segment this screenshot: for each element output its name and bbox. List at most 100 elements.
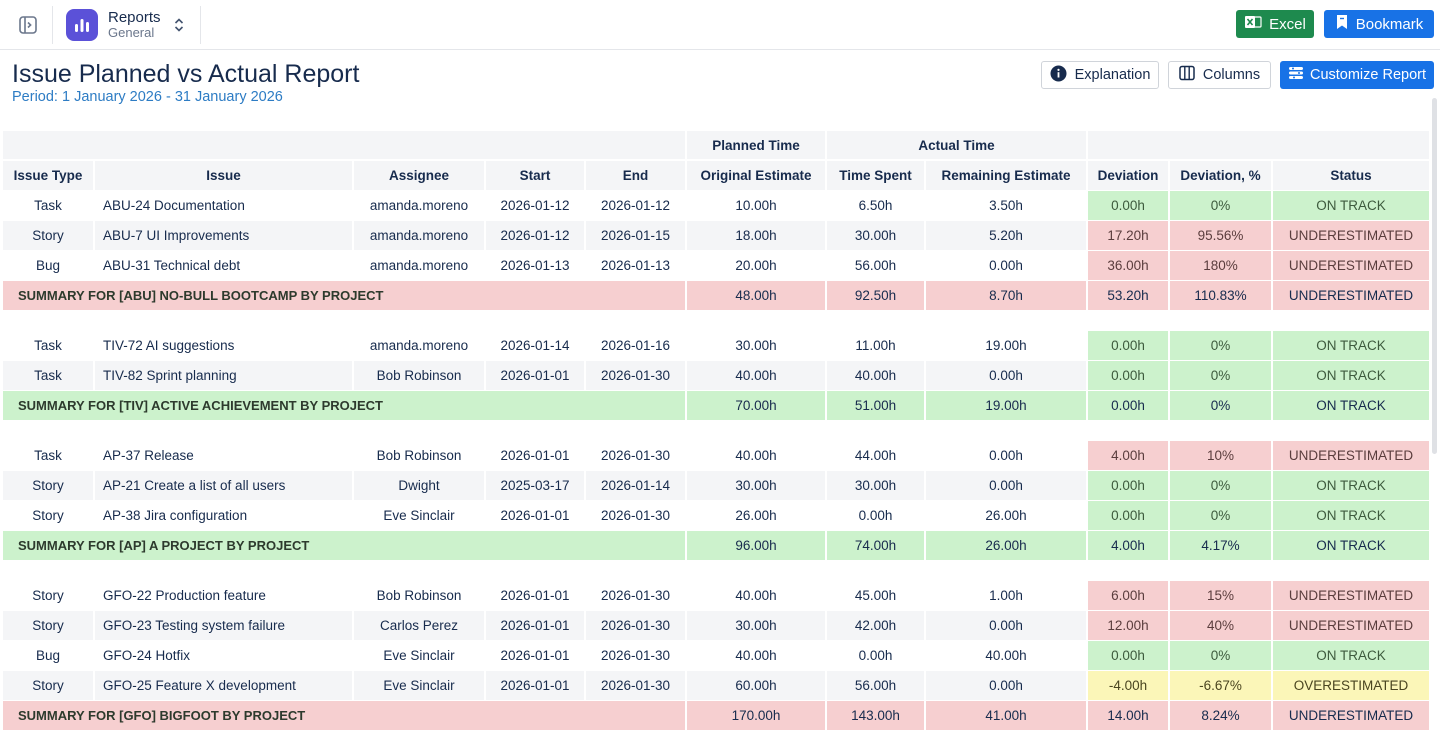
time-spent-cell: 11.00h [827,331,927,361]
original-estimate-cell: 30.00h [687,471,828,501]
assignee-cell: amanda.moreno [354,191,486,221]
col-start[interactable]: Start [486,161,586,191]
status-cell: UNDERESTIMATED [1273,611,1432,641]
assignee-cell: Dwight [354,471,486,501]
summary-row: SUMMARY FOR [ABU] NO-BULL BOOTCAMP BY PR… [3,281,1432,311]
col-issue[interactable]: Issue [95,161,354,191]
table-row[interactable]: Story AP-38 Jira configuration Eve Sinclai… [3,501,1432,531]
table-row[interactable]: Task ABU-24 Documentation amanda.moreno 202… [3,191,1432,221]
start-cell: 2026-01-12 [486,191,586,221]
table-row[interactable]: Story GFO-25 Feature X development Eve Sin… [3,671,1432,701]
summary-time-spent-cell: 74.00h [827,531,927,561]
summary-deviation-pct-cell: 0% [1170,391,1274,421]
col-status[interactable]: Status [1273,161,1432,191]
summary-label: SUMMARY FOR [AP] A PROJECT BY PROJECT [3,531,688,561]
original-estimate-cell: 30.00h [687,611,828,641]
divider [200,6,201,44]
summary-row: SUMMARY FOR [GFO] BIGFOOT BY PROJECT 170.… [3,701,1432,731]
actual-time-header: Actual Time [827,131,1089,161]
start-cell: 2026-01-01 [486,501,586,531]
deviation-cell: 0.00h [1088,471,1171,501]
table-row[interactable]: Bug ABU-31 Technical debt amanda.moreno 202… [3,251,1432,281]
issue-type-cell: Bug [3,641,95,671]
summary-status-cell: UNDERESTIMATED [1273,701,1432,731]
end-cell: 2026-01-16 [586,331,688,361]
table-row[interactable]: Story GFO-22 Production feature Bob Robins… [3,581,1432,611]
status-cell: OVERESTIMATED [1273,671,1432,701]
deviation-pct-cell: 0% [1170,331,1274,361]
end-cell: 2026-01-30 [586,611,688,641]
start-cell: 2026-01-14 [486,331,586,361]
summary-time-spent-cell: 51.00h [827,391,927,421]
spacer-cell [3,421,1432,441]
assignee-cell: amanda.moreno [354,221,486,251]
table-row[interactable]: Story ABU-7 UI Improvements amanda.moreno 2… [3,221,1432,251]
bookmark-button[interactable]: Bookmark [1324,10,1434,38]
col-deviation[interactable]: Deviation [1088,161,1171,191]
deviation-cell: 12.00h [1088,611,1171,641]
excel-export-button[interactable]: Excel [1236,10,1314,38]
deviation-pct-cell: 0% [1170,361,1274,391]
col-original-estimate[interactable]: Original Estimate [687,161,828,191]
excel-icon [1244,13,1262,35]
summary-status-cell: ON TRACK [1273,531,1432,561]
remaining-estimate-cell: 19.00h [926,331,1089,361]
summary-remaining-estimate-cell: 41.00h [926,701,1089,731]
sidebar-toggle-icon[interactable] [16,13,40,37]
col-issue-type[interactable]: Issue Type [3,161,95,191]
time-spent-cell: 30.00h [827,221,927,251]
col-time-spent[interactable]: Time Spent [827,161,927,191]
time-spent-cell: 0.00h [827,641,927,671]
start-cell: 2026-01-01 [486,441,586,471]
original-estimate-cell: 20.00h [687,251,828,281]
summary-deviation-cell: 53.20h [1088,281,1171,311]
table-row[interactable]: Story GFO-23 Testing system failure Carlos… [3,611,1432,641]
page-title: Issue Planned vs Actual Report [12,60,360,88]
original-estimate-cell: 60.00h [687,671,828,701]
remaining-estimate-cell: 40.00h [926,641,1089,671]
col-deviation-pct[interactable]: Deviation, % [1170,161,1274,191]
deviation-cell: 0.00h [1088,641,1171,671]
spacer-cell [3,561,1432,581]
columns-button[interactable]: Columns [1168,61,1271,89]
summary-row: SUMMARY FOR [TIV] ACTIVE ACHIEVEMENT BY … [3,391,1432,421]
summary-original-estimate-cell: 48.00h [687,281,828,311]
table-row[interactable]: Task TIV-82 Sprint planning Bob Robinson 20… [3,361,1432,391]
summary-status-cell: ON TRACK [1273,391,1432,421]
deviation-pct-cell: 15% [1170,581,1274,611]
customize-report-button[interactable]: Customize Report [1280,61,1434,89]
table-row[interactable]: Bug GFO-24 Hotfix Eve Sinclair 2026-01-01 20… [3,641,1432,671]
start-cell: 2025-03-17 [486,471,586,501]
app-switcher[interactable]: Reports General [66,7,185,43]
remaining-estimate-cell: 0.00h [926,471,1089,501]
issue-cell: GFO-24 Hotfix [95,641,354,671]
table-row[interactable]: Task AP-37 Release Bob Robinson 2026-01-01 2… [3,441,1432,471]
col-end[interactable]: End [586,161,688,191]
status-cell: ON TRACK [1273,641,1432,671]
summary-status-cell: UNDERESTIMATED [1273,281,1432,311]
table-row[interactable]: Task TIV-72 AI suggestions amanda.moreno 20… [3,331,1432,361]
vertical-scrollbar[interactable] [1432,98,1437,454]
assignee-cell: Carlos Perez [354,611,486,641]
summary-label: SUMMARY FOR [GFO] BIGFOOT BY PROJECT [3,701,688,731]
summary-deviation-cell: 14.00h [1088,701,1171,731]
info-icon [1050,65,1067,86]
explanation-button[interactable]: Explanation [1041,61,1159,89]
app-name: Reports [108,8,161,26]
sliders-icon [1288,65,1304,85]
col-remaining-estimate[interactable]: Remaining Estimate [926,161,1089,191]
start-cell: 2026-01-01 [486,641,586,671]
summary-deviation-pct-cell: 8.24% [1170,701,1274,731]
start-cell: 2026-01-01 [486,581,586,611]
summary-deviation-cell: 4.00h [1088,531,1171,561]
explanation-label: Explanation [1074,67,1151,83]
time-spent-cell: 40.00h [827,361,927,391]
deviation-cell: -4.00h [1088,671,1171,701]
planned-time-header: Planned Time [687,131,828,161]
col-assignee[interactable]: Assignee [354,161,486,191]
start-cell: 2026-01-01 [486,671,586,701]
table-row[interactable]: Story AP-21 Create a list of all users Dwi… [3,471,1432,501]
issue-type-cell: Story [3,611,95,641]
issue-type-cell: Task [3,361,95,391]
issue-cell: GFO-25 Feature X development [95,671,354,701]
